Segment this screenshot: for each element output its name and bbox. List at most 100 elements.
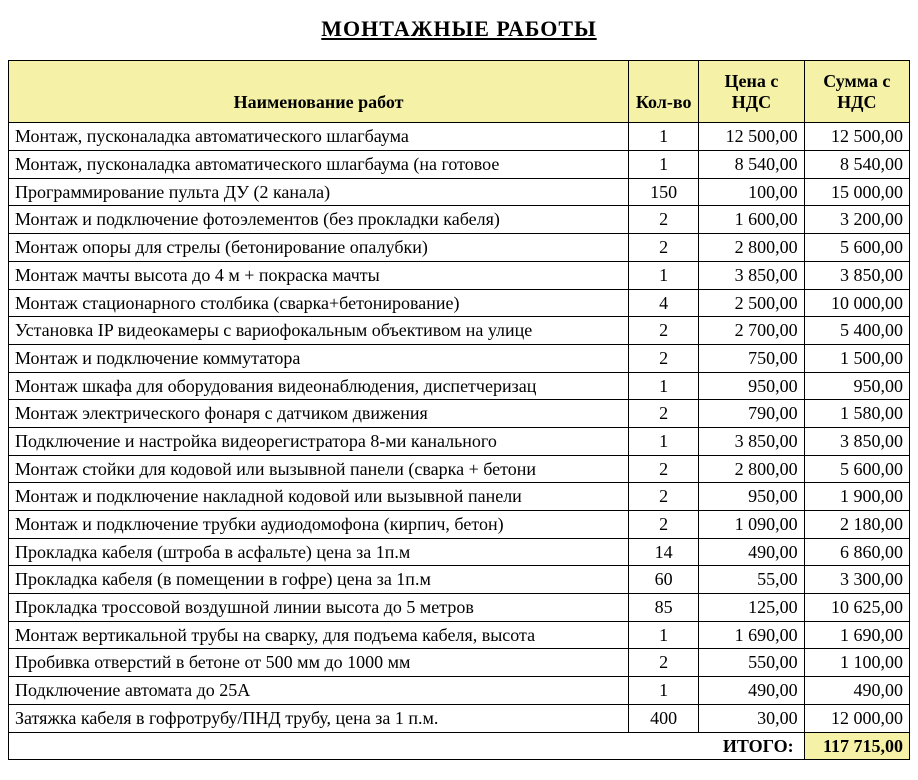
cell-qty: 2 — [629, 206, 699, 234]
cell-price: 790,00 — [699, 400, 804, 428]
cell-price: 12 500,00 — [699, 123, 804, 151]
cell-price: 2 500,00 — [699, 289, 804, 317]
cell-price: 490,00 — [699, 538, 804, 566]
cell-name: Монтаж, пусконаладка автоматического шла… — [9, 123, 629, 151]
estimate-page: МОНТАЖНЫЕ РАБОТЫ Наименование работ Кол-… — [0, 0, 918, 780]
cell-name: Монтаж и подключение накладной кодовой и… — [9, 483, 629, 511]
cell-price: 55,00 — [699, 566, 804, 594]
header-price: Цена с НДС — [699, 61, 804, 123]
cell-price: 2 800,00 — [699, 234, 804, 262]
cell-sum: 5 600,00 — [804, 455, 909, 483]
cell-sum: 1 580,00 — [804, 400, 909, 428]
table-row: Прокладка троссовой воздушной линии высо… — [9, 594, 910, 622]
cell-name: Монтаж стационарного столбика (сварка+бе… — [9, 289, 629, 317]
cell-sum: 12 500,00 — [804, 123, 909, 151]
cell-qty: 85 — [629, 594, 699, 622]
cell-price: 950,00 — [699, 372, 804, 400]
cell-qty: 1 — [629, 372, 699, 400]
total-row: ИТОГО: 117 715,00 — [9, 732, 910, 760]
cell-name: Прокладка троссовой воздушной линии высо… — [9, 594, 629, 622]
cell-name: Монтаж и подключение коммутатора — [9, 344, 629, 372]
cell-price: 1 690,00 — [699, 621, 804, 649]
cell-qty: 2 — [629, 511, 699, 539]
cell-price: 3 850,00 — [699, 261, 804, 289]
table-row: Монтаж, пусконаладка автоматического шла… — [9, 123, 910, 151]
cell-sum: 6 860,00 — [804, 538, 909, 566]
table-row: Затяжка кабеля в гофротрубу/ПНД трубу, ц… — [9, 704, 910, 732]
cell-sum: 12 000,00 — [804, 704, 909, 732]
total-label: ИТОГО: — [9, 732, 805, 760]
cell-qty: 1 — [629, 151, 699, 179]
page-title: МОНТАЖНЫЕ РАБОТЫ — [8, 16, 910, 42]
cell-name: Монтаж, пусконаладка автоматического шла… — [9, 151, 629, 179]
cell-name: Монтаж опоры для стрелы (бетонирование о… — [9, 234, 629, 262]
cell-name: Прокладка кабеля (в помещении в гофре) ц… — [9, 566, 629, 594]
cell-price: 550,00 — [699, 649, 804, 677]
table-row: Монтаж шкафа для оборудования видеонаблю… — [9, 372, 910, 400]
estimate-table: Наименование работ Кол-во Цена с НДС Сум… — [8, 60, 910, 760]
table-row: Прокладка кабеля (штроба в асфальте) цен… — [9, 538, 910, 566]
table-row: Монтаж вертикальной трубы на сварку, для… — [9, 621, 910, 649]
cell-name: Прокладка кабеля (штроба в асфальте) цен… — [9, 538, 629, 566]
table-row: Монтаж и подключение фотоэлементов (без … — [9, 206, 910, 234]
cell-qty: 1 — [629, 677, 699, 705]
cell-name: Монтаж электрического фонаря с датчиком … — [9, 400, 629, 428]
cell-sum: 1 900,00 — [804, 483, 909, 511]
cell-name: Монтаж шкафа для оборудования видеонаблю… — [9, 372, 629, 400]
cell-qty: 2 — [629, 234, 699, 262]
table-row: Пробивка отверстий в бетоне от 500 мм до… — [9, 649, 910, 677]
cell-sum: 3 200,00 — [804, 206, 909, 234]
cell-name: Пробивка отверстий в бетоне от 500 мм до… — [9, 649, 629, 677]
cell-qty: 2 — [629, 400, 699, 428]
table-row: Монтаж опоры для стрелы (бетонирование о… — [9, 234, 910, 262]
cell-sum: 8 540,00 — [804, 151, 909, 179]
cell-name: Затяжка кабеля в гофротрубу/ПНД трубу, ц… — [9, 704, 629, 732]
table-row: Монтаж стационарного столбика (сварка+бе… — [9, 289, 910, 317]
cell-price: 30,00 — [699, 704, 804, 732]
cell-sum: 2 180,00 — [804, 511, 909, 539]
cell-sum: 5 600,00 — [804, 234, 909, 262]
table-row: Монтаж и подключение трубки аудиодомофон… — [9, 511, 910, 539]
cell-qty: 1 — [629, 621, 699, 649]
cell-qty: 1 — [629, 123, 699, 151]
cell-name: Монтаж и подключение трубки аудиодомофон… — [9, 511, 629, 539]
cell-qty: 1 — [629, 427, 699, 455]
cell-name: Программирование пульта ДУ (2 канала) — [9, 178, 629, 206]
table-row: Монтаж мачты высота до 4 м + покраска ма… — [9, 261, 910, 289]
cell-price: 125,00 — [699, 594, 804, 622]
cell-qty: 14 — [629, 538, 699, 566]
cell-qty: 150 — [629, 178, 699, 206]
cell-qty: 1 — [629, 261, 699, 289]
table-row: Программирование пульта ДУ (2 канала)150… — [9, 178, 910, 206]
cell-price: 490,00 — [699, 677, 804, 705]
cell-sum: 1 500,00 — [804, 344, 909, 372]
table-row: Установка IP видеокамеры с вариофокальны… — [9, 317, 910, 345]
cell-price: 8 540,00 — [699, 151, 804, 179]
cell-price: 950,00 — [699, 483, 804, 511]
table-row: Подключение и настройка видеорегистратор… — [9, 427, 910, 455]
cell-name: Монтаж и подключение фотоэлементов (без … — [9, 206, 629, 234]
cell-sum: 950,00 — [804, 372, 909, 400]
cell-sum: 10 625,00 — [804, 594, 909, 622]
cell-sum: 3 850,00 — [804, 261, 909, 289]
cell-price: 2 700,00 — [699, 317, 804, 345]
cell-qty: 2 — [629, 649, 699, 677]
header-qty: Кол-во — [629, 61, 699, 123]
table-row: Подключение автомата до 25А1490,00490,00 — [9, 677, 910, 705]
cell-name: Подключение и настройка видеорегистратор… — [9, 427, 629, 455]
cell-qty: 2 — [629, 317, 699, 345]
cell-price: 1 090,00 — [699, 511, 804, 539]
table-row: Монтаж и подключение коммутатора2750,001… — [9, 344, 910, 372]
cell-name: Монтаж мачты высота до 4 м + покраска ма… — [9, 261, 629, 289]
cell-qty: 2 — [629, 344, 699, 372]
table-row: Монтаж электрического фонаря с датчиком … — [9, 400, 910, 428]
cell-sum: 3 300,00 — [804, 566, 909, 594]
total-value: 117 715,00 — [804, 732, 909, 760]
cell-price: 3 850,00 — [699, 427, 804, 455]
table-row: Монтаж стойки для кодовой или вызывной п… — [9, 455, 910, 483]
cell-sum: 10 000,00 — [804, 289, 909, 317]
cell-sum: 3 850,00 — [804, 427, 909, 455]
cell-sum: 490,00 — [804, 677, 909, 705]
table-row: Монтаж, пусконаладка автоматического шла… — [9, 151, 910, 179]
cell-sum: 15 000,00 — [804, 178, 909, 206]
